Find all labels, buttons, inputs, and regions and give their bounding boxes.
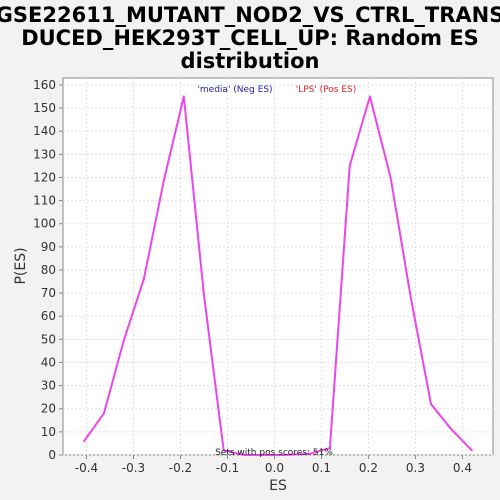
data-point	[308, 452, 311, 455]
y-tick-label: 0	[48, 448, 56, 462]
data-point	[450, 428, 453, 431]
axes: -0.4 -0.3 -0.2 -0.1 0.0 0.1 0.2 0.3 0.4 0 10 20 30 40…	[33, 78, 472, 475]
data-point	[142, 278, 145, 281]
data-point	[409, 296, 412, 299]
data-point	[282, 454, 285, 456]
data-point	[102, 412, 105, 415]
y-tick-label: 30	[41, 379, 56, 393]
chart-title-line-3: distribution	[181, 49, 320, 73]
annotations: 'media' (Neg ES) 'LPS' (Pos ES) Sets wit…	[197, 85, 356, 458]
series-layer	[83, 95, 473, 456]
data-point	[202, 294, 205, 297]
data-point	[328, 447, 331, 450]
y-tick-label: 150	[33, 101, 56, 115]
data-point	[163, 178, 166, 181]
x-tick-label: 0.0	[265, 461, 284, 475]
x-tick-label: 0.4	[453, 461, 472, 475]
x-tick-label: 0.1	[312, 461, 331, 475]
x-tick-label: 0.2	[359, 461, 378, 475]
chart-title-line-1: GSE22611_MUTANT_NOD2_VS_CTRL_TRANS	[0, 3, 500, 27]
y-tick-label: 10	[41, 425, 56, 439]
chart-title: GSE22611_MUTANT_NOD2_VS_CTRL_TRANS DUCED…	[0, 3, 500, 73]
annotation-pos-es: 'LPS' (Pos ES)	[296, 85, 357, 95]
y-tick-label: 100	[33, 217, 56, 231]
grid	[63, 78, 493, 456]
y-tick-label: 80	[41, 263, 56, 277]
x-tick-label: 0.3	[406, 461, 425, 475]
plot-area	[62, 77, 494, 456]
data-point	[470, 449, 473, 452]
data-point	[242, 454, 245, 456]
x-tick-label: -0.3	[122, 461, 145, 475]
y-tick-label: 160	[33, 78, 56, 92]
y-axis-label: P(ES)	[13, 247, 29, 284]
y-tick-label: 140	[33, 124, 56, 138]
data-point	[83, 440, 86, 443]
y-tick-label: 50	[41, 332, 56, 346]
annotation-neg-es: 'media' (Neg ES)	[197, 85, 272, 95]
y-tick-label: 110	[33, 194, 56, 208]
x-tick-label: -0.1	[216, 461, 239, 475]
y-tick-label: 90	[41, 240, 56, 254]
y-tick-label: 40	[41, 355, 56, 369]
y-tick-label: 60	[41, 309, 56, 323]
data-point	[182, 95, 185, 98]
chart-title-line-2: DUCED_HEK293T_CELL_UP: Random ES	[21, 26, 479, 50]
y-tick-label: 130	[33, 147, 56, 161]
data-point	[429, 403, 432, 406]
x-tick-label: -0.4	[75, 461, 98, 475]
y-tick-label: 20	[41, 402, 56, 416]
data-point	[368, 95, 371, 98]
series-line	[83, 95, 473, 456]
x-tick-label: -0.2	[169, 461, 192, 475]
annotation-pos-scores: Sets with pos scores: 51%	[215, 448, 333, 458]
data-point	[389, 176, 392, 179]
y-tick-label: 70	[41, 286, 56, 300]
data-point	[222, 449, 225, 452]
y-tick-label: 120	[33, 170, 56, 184]
data-point	[348, 164, 351, 167]
x-axis-label: ES	[269, 478, 287, 494]
data-point	[123, 338, 126, 341]
data-point	[262, 454, 265, 456]
